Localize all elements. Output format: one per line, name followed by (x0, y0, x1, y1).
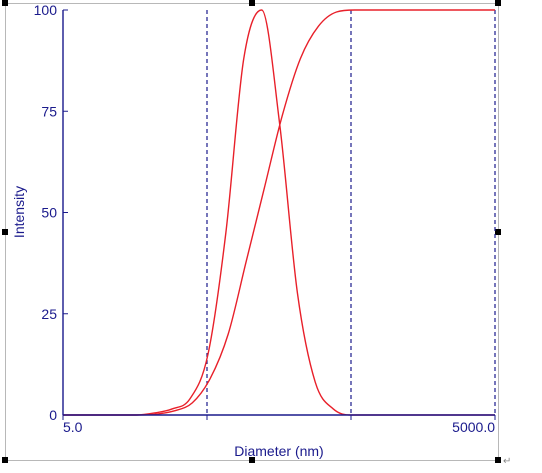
dashed-reference-lines (206, 10, 496, 415)
data-series (63, 9, 495, 416)
resize-handle-1[interactable] (249, 0, 255, 6)
resize-handle-7[interactable] (495, 457, 501, 463)
x-tick-label-max: 5000.0 (452, 419, 495, 435)
resize-handle-0[interactable] (2, 0, 8, 6)
resize-handle-4[interactable] (495, 229, 501, 235)
y-tick-label-100: 100 (34, 2, 58, 18)
y-axis-ticks: 0 25 50 75 100 (34, 2, 68, 423)
y-tick-label-75: 75 (41, 103, 57, 119)
y-tick-label-0: 0 (49, 407, 57, 423)
resize-handle-2[interactable] (495, 0, 501, 6)
cumulative-series-line (63, 9, 495, 416)
return-mark: ↵ (503, 456, 511, 467)
x-axis-label: Diameter (nm) (234, 443, 323, 459)
resize-handle-5[interactable] (2, 457, 8, 463)
x-axis-ticks: 5.0 5000.0 (62, 415, 496, 435)
y-tick-label-25: 25 (41, 306, 57, 322)
x-tick-label-min: 5.0 (63, 419, 83, 435)
y-axis-label: Intensity (11, 186, 27, 238)
distribution-series-line (63, 9, 495, 416)
resize-handle-3[interactable] (2, 229, 8, 235)
selection-handles[interactable] (2, 0, 501, 463)
axes (62, 10, 495, 416)
resize-handle-6[interactable] (249, 457, 255, 463)
chart-frame (5, 3, 499, 461)
y-tick-label-50: 50 (41, 205, 57, 221)
